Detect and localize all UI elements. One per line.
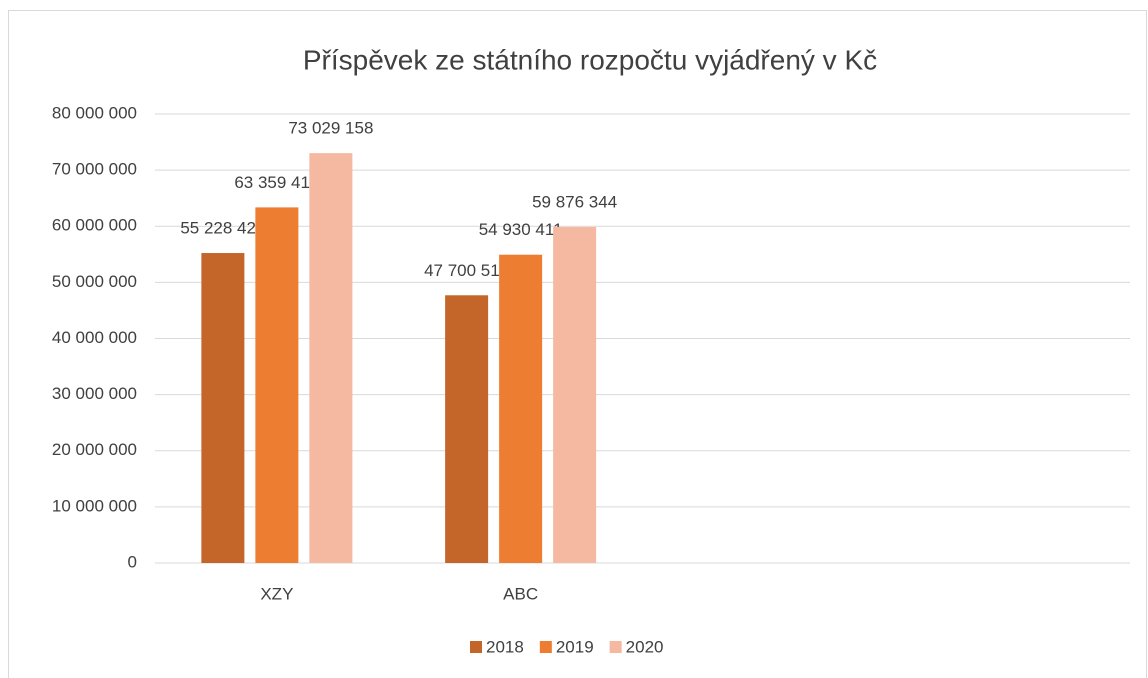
y-tick-label: 20 000 000 (52, 440, 137, 459)
bar (553, 226, 597, 563)
bar (201, 253, 245, 564)
legend-swatch (609, 641, 622, 653)
value-label: 55 228 424 (180, 219, 265, 238)
y-tick-label: 60 000 000 (52, 216, 137, 235)
value-label: 63 359 419 (234, 173, 319, 192)
x-tick-label: ABC (503, 584, 538, 603)
legend-label: 2020 (626, 637, 664, 656)
legend-swatch (539, 641, 552, 653)
legend-label: 2019 (556, 637, 594, 656)
y-tick-label: 80 000 000 (52, 103, 137, 122)
bar (445, 295, 489, 563)
value-label: 73 029 158 (288, 119, 373, 138)
value-label: 54 930 411 (479, 220, 563, 239)
y-tick-label: 10 000 000 (52, 496, 137, 515)
y-tick-label: 30 000 000 (52, 384, 137, 403)
y-tick-label: 70 000 000 (52, 160, 137, 179)
x-tick-label: XZY (260, 584, 293, 603)
y-tick-label: 50 000 000 (52, 272, 137, 291)
bar (309, 153, 353, 564)
bar (499, 254, 543, 563)
chart-title: Příspěvek ze státního rozpočtu vyjádřený… (303, 44, 877, 75)
y-tick-label: 40 000 000 (52, 328, 137, 347)
value-label: 47 700 512 (424, 261, 509, 280)
legend-label: 2018 (486, 637, 524, 656)
value-label: 59 876 344 (532, 192, 617, 211)
bar (255, 207, 299, 563)
y-tick-label: 0 (128, 552, 137, 571)
legend-swatch (470, 641, 482, 653)
